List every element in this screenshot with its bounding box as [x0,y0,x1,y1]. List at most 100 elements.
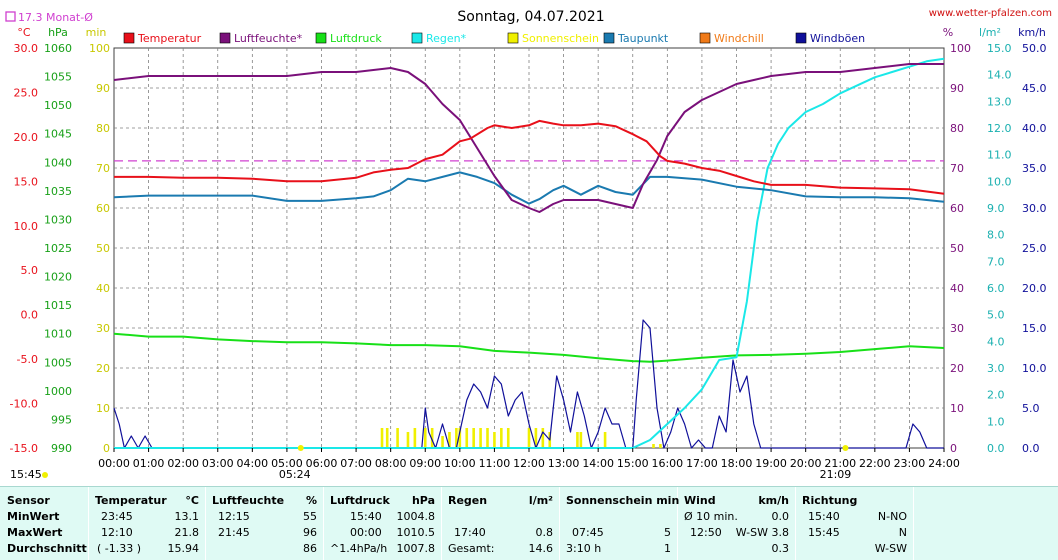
tick-pressure: 1015 [44,299,72,312]
start-time-marker [42,472,48,478]
tick-pressure: 1050 [44,99,72,112]
source-watermark[interactable]: www.wetter-pfalzen.com [929,8,1052,19]
tick-sun_min: 50 [96,242,110,255]
sun-max-time: 07:45 [572,526,604,539]
header-rain-unit: l/m² [528,494,553,507]
header-direction: Richtung [802,494,858,507]
header-wind: Wind [684,494,716,507]
tick-pressure: 1000 [44,385,72,398]
sunshine-bar [659,444,662,448]
pres-min-value: 1004.8 [396,510,436,523]
tick-pressure: 1055 [44,71,72,84]
tick-humidity: 30 [950,322,964,335]
tick-rain: 15.0 [987,42,1012,55]
sun-max-value: 5 [664,526,671,539]
series-line-luftfeuchte [113,63,944,213]
tick-humidity: 60 [950,202,964,215]
sunshine-bar [413,428,417,448]
tick-temperature: 0.0 [21,309,39,322]
sunshine-bar [448,432,451,448]
wind-avg-value: 0.3 [771,542,790,555]
start-time-label: 15:45 [10,468,42,481]
series-line-regen [114,57,945,449]
x-tick-label: 23:00 [894,457,926,470]
series-line-taupunkt [113,171,945,205]
legend-item: Sonnenschein [507,32,599,45]
sunshine-bar [527,428,531,448]
x-tick-label: 01:00 [133,457,165,470]
pres-trend: ^1.4hPa/h [330,542,388,555]
unit-label-sun_min: min [86,26,107,39]
hum-max-value: 96 [303,526,317,539]
x-tick-label: 06:00 [306,457,338,470]
tick-rain: 7.0 [987,255,1005,268]
tick-pressure: 995 [51,413,72,426]
series-line-luftdruck [113,332,945,363]
tick-sun_min: 80 [96,122,110,135]
x-tick-label: 24:00 [928,457,960,470]
legend-item: Taupunkt [603,32,669,45]
legend-swatch [507,32,519,44]
x-tick-label: 08:00 [375,457,407,470]
tick-rain: 5.0 [987,309,1005,322]
header-sunshine: Sonnenschein min [566,494,680,507]
x-tick-label: 17:00 [686,457,718,470]
tick-wind: 15.0 [1022,322,1047,335]
x-tick-label: 11:00 [479,457,511,470]
x-tick-label: 18:00 [721,457,753,470]
tick-rain: 10.0 [987,175,1012,188]
sunshine-bar [486,428,489,448]
tick-temperature: -10.0 [10,398,38,411]
pres-avg-value: 1007.8 [396,542,436,555]
sunshine-bar [541,428,545,448]
legend-item: Windböen [795,32,865,45]
tick-humidity: 70 [950,162,964,175]
header-pressure-unit: hPa [411,494,435,507]
legend-label: Regen* [426,32,467,45]
tick-sun_min: 30 [96,322,110,335]
series-line-windben [113,319,944,449]
temp-min-time: 23:45 [101,510,133,523]
unit-label-wind: km/h [1018,26,1046,39]
sun-avg-value: 1 [664,542,671,555]
tick-humidity: 80 [950,122,964,135]
pres-min-time: 15:40 [350,510,382,523]
x-tick-label: 19:00 [755,457,787,470]
header-wind-unit: km/h [758,494,789,507]
tick-rain: 13.0 [987,95,1012,108]
sunset-marker [842,445,849,451]
tick-temperature: 5.0 [21,264,39,277]
sunshine-bar [493,432,496,448]
x-tick-label: 05:00 [271,457,303,470]
dir-max-time: 15:45 [808,526,840,539]
sunshine-bar [423,428,427,448]
sunshine-bar [455,428,458,448]
col-pressure: Luftdruck hPa 15:40 1004.8 00:00 1010.5 … [324,487,442,560]
sunshine-bar [652,444,655,448]
temp-min-value: 13.1 [174,510,200,523]
tick-sun_min: 70 [96,162,110,175]
header-humidity-unit: % [305,494,317,507]
wind-max-time: 12:50 [690,526,722,539]
rain-max-value: 0.8 [535,526,554,539]
sunshine-bar [472,428,475,448]
chart-legend: Temperatur Luftfeuchte* Luftdruck Regen* Son… [123,32,865,45]
series-lines [113,57,945,449]
col-sensor: Sensor MinWert MaxWert Durchschnitt [0,487,89,560]
row-label-min: MinWert [7,510,60,523]
sunshine-bar [603,432,607,448]
tick-humidity: 100 [950,42,971,55]
header-pressure: Luftdruck [330,494,390,507]
temp-avg-change: ( -1.33 ) [97,542,142,555]
legend-label: Windchill [714,32,764,45]
row-label-avg: Durchschnitt [7,542,87,555]
col-temperature: Temperatur °C 23:45 13.1 12:10 21.8 ( -1… [89,487,206,560]
x-tick-label: 22:00 [859,457,891,470]
monthly-average-label: 17.3 Monat-Ø [18,11,93,24]
axis-ticks: 30.0 25.0 20.0 15.0 10.0 5.0 0.0 -5.0 -10.0 -15.0… [10,42,1047,455]
hum-max-time: 21:45 [218,526,250,539]
tick-rain: 3.0 [987,362,1005,375]
tick-rain: 2.0 [987,389,1005,402]
dir-min-value: N-NO [877,510,907,523]
tick-humidity: 0 [950,442,957,455]
